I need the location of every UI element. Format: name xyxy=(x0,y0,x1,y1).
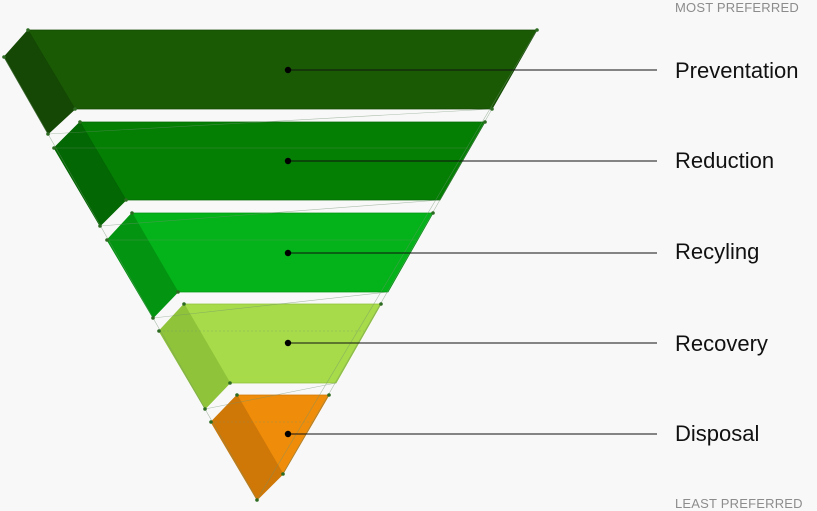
tier-recovery xyxy=(158,303,382,410)
tier-disposal xyxy=(210,394,330,501)
tier-label-recyling: Recyling xyxy=(675,239,760,264)
tier-reduction xyxy=(53,121,486,227)
least-preferred-label: LEAST PREFERRED xyxy=(675,496,803,511)
vertex-dots xyxy=(2,28,539,502)
leader-dots xyxy=(284,66,292,438)
tier-label-reduction: Reduction xyxy=(675,148,775,173)
tier-label-preventation: Preventation xyxy=(675,58,799,83)
tier-label-recovery: Recovery xyxy=(675,331,768,356)
most-preferred-label: MOST PREFERRED xyxy=(675,0,799,15)
wireframe-lines xyxy=(3,29,538,501)
tier-recyling xyxy=(106,212,434,319)
tier-preventation xyxy=(3,29,538,135)
leader-lines xyxy=(288,69,657,435)
tier-label-disposal: Disposal xyxy=(675,421,760,446)
